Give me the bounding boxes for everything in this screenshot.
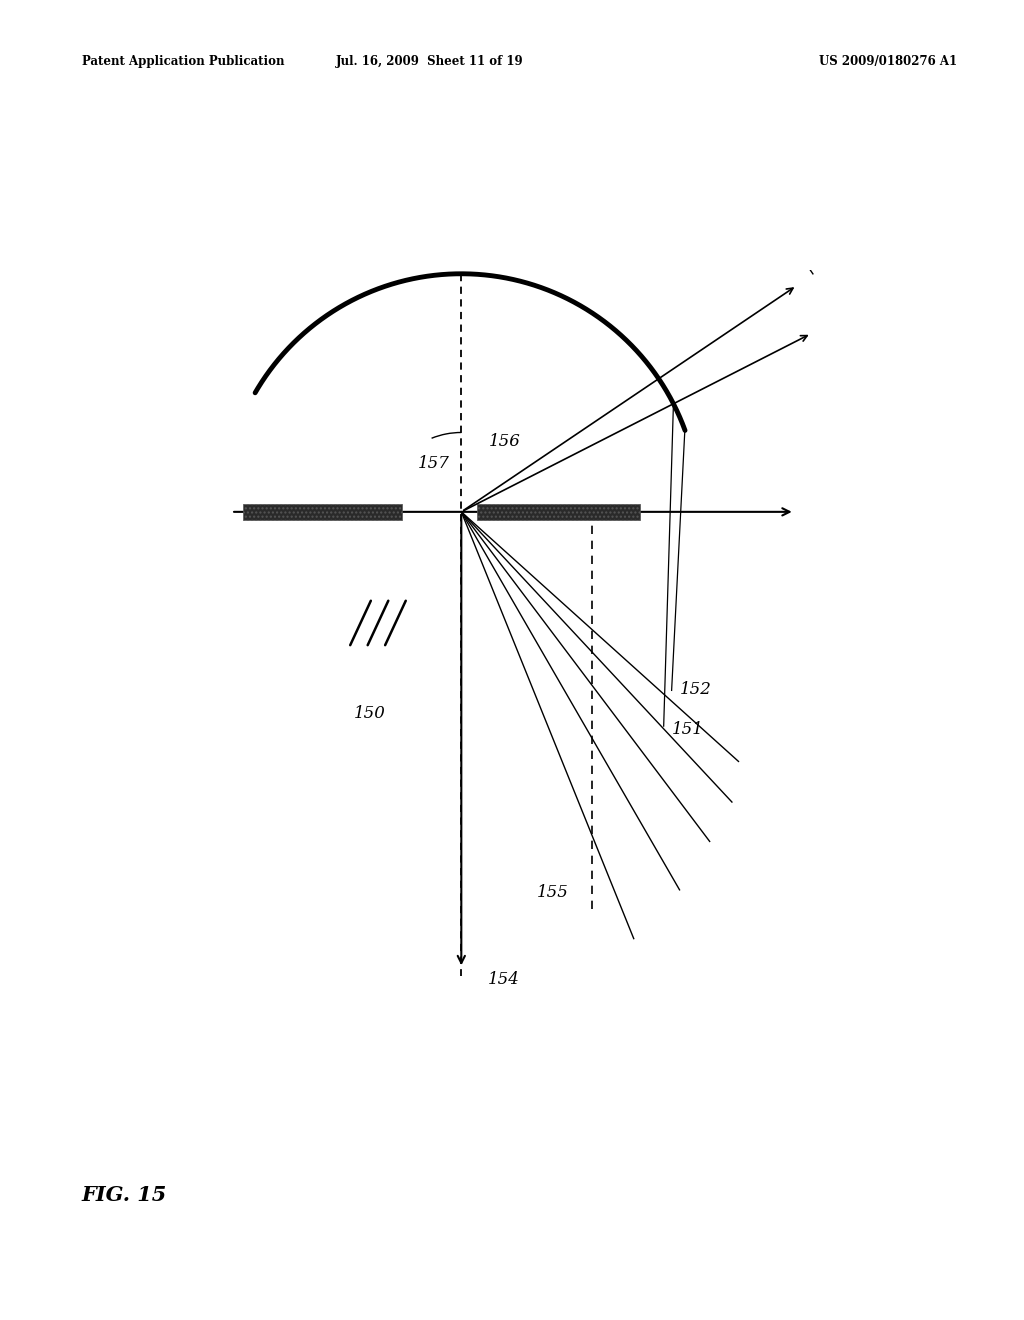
Text: Patent Application Publication: Patent Application Publication (82, 55, 285, 69)
Text: 150: 150 (354, 705, 386, 722)
Text: 151: 151 (672, 721, 703, 738)
Text: 154: 154 (487, 972, 519, 989)
Text: 157: 157 (418, 455, 450, 473)
Bar (243, 504, 401, 520)
Text: 155: 155 (537, 884, 568, 900)
Text: US 2009/0180276 A1: US 2009/0180276 A1 (819, 55, 957, 69)
Text: 156: 156 (489, 433, 521, 450)
Text: 152: 152 (680, 681, 712, 698)
Bar (477, 504, 640, 520)
Text: FIG. 15: FIG. 15 (82, 1185, 167, 1205)
Text: Jul. 16, 2009  Sheet 11 of 19: Jul. 16, 2009 Sheet 11 of 19 (336, 55, 524, 69)
